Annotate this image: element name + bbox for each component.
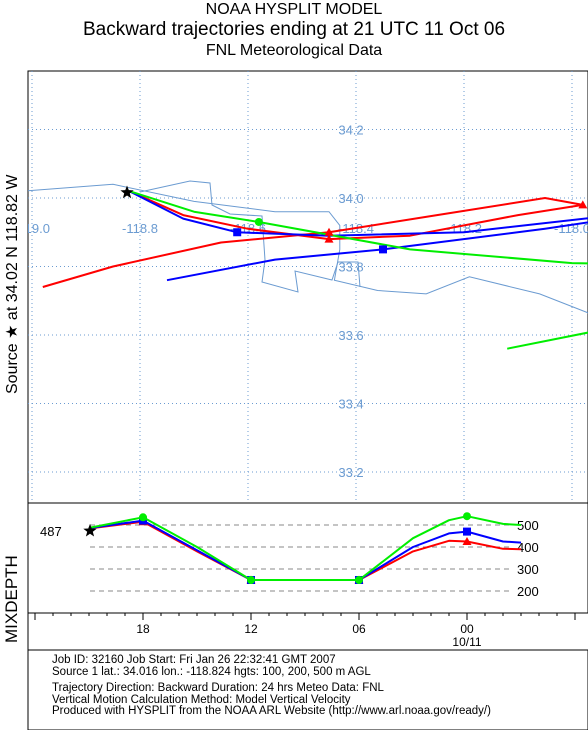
mixdepth-source-star [83, 523, 97, 537]
time-tick-label: 12 [244, 622, 258, 636]
mixdepth-y-tick-label: 400 [517, 540, 539, 555]
trajectory-blue-marker [233, 228, 242, 237]
model-name: NOAA HYSPLIT MODEL [205, 1, 383, 18]
trajectory-blue-marker [379, 245, 387, 254]
mixdepth-y-tick-label: 300 [517, 562, 539, 577]
time-tick-label: 06 [352, 622, 366, 636]
footer-frame [27, 649, 588, 730]
latitude-tick-label: 33.4 [338, 397, 363, 412]
latitude-tick-label: 33.6 [338, 328, 363, 343]
latitude-tick-label: 34.0 [338, 191, 363, 206]
footer-job-line: Job ID: 32160 Job Start: Fri Jan 26 22:3… [52, 654, 336, 666]
latitude-tick-label: 34.2 [338, 123, 363, 138]
mixdepth-red [88, 520, 522, 581]
trajectory-green [128, 190, 588, 350]
time-tick-label: 00 [460, 622, 474, 636]
longitude-tick-label: -118.0 [554, 221, 588, 236]
trajectory-red-marker [324, 227, 334, 236]
mixdepth-green-marker [247, 576, 255, 584]
footer-vertical-line: Vertical Motion Calculation Method: Mode… [52, 693, 351, 706]
chart-title: Backward trajectories ending at 21 UTC 1… [82, 19, 506, 40]
time-tick-label: 18 [136, 622, 150, 636]
mixdepth-blue [88, 519, 522, 581]
chart-subtitle: FNL Meteorological Data [205, 42, 383, 59]
source-location-label: Source ★ at 34.02 N 118.82 W [4, 174, 21, 395]
mixdepth-green-marker [463, 512, 471, 521]
trajectory-red-marker [578, 200, 588, 209]
mixdepth-red-marker [462, 537, 472, 545]
source-star [120, 185, 134, 199]
mixdepth-source-value: 487 [40, 524, 62, 539]
footer-source-line: Source 1 lat.: 34.016 lon.: -118.824 hgt… [52, 665, 371, 678]
trajectory-red-marker [324, 234, 334, 243]
mixdepth-axis-label: MIXDEPTH [2, 555, 21, 643]
mixdepth-y-tick-label: 500 [517, 518, 539, 533]
latitude-tick-label: 33.2 [338, 465, 363, 480]
longitude-tick-label: -119.0 [14, 221, 50, 236]
footer-direction-line: Trajectory Direction: Backward Duration:… [52, 682, 384, 694]
trajectory-red [42, 190, 584, 288]
footer-credit-line: Produced with HYSPLIT from the NOAA ARL … [52, 705, 491, 717]
mixdepth-y-tick-label: 200 [517, 584, 539, 599]
run-info-footer: Job ID: 32160 Job Start: Fri Jan 26 22:3… [52, 654, 491, 718]
mixdepth-frame [27, 502, 588, 614]
map-frame [27, 70, 588, 504]
mixdepth-green-marker [139, 513, 147, 522]
longitude-tick-label: -118.8 [122, 221, 158, 236]
latitude-tick-label: 33.8 [338, 260, 363, 275]
map-plot-area: -119.2-119.0-118.8-118.6-118.4-118.2-118… [14, 71, 588, 503]
mixdepth-green-marker [355, 576, 363, 584]
trajectory-blue [128, 190, 588, 282]
mixdepth-blue-marker [463, 527, 471, 536]
trajectory-green-marker [254, 217, 263, 226]
county-boundary [139, 180, 361, 293]
time-date-label: 10/11 [452, 635, 481, 649]
coastline [28, 183, 588, 314]
